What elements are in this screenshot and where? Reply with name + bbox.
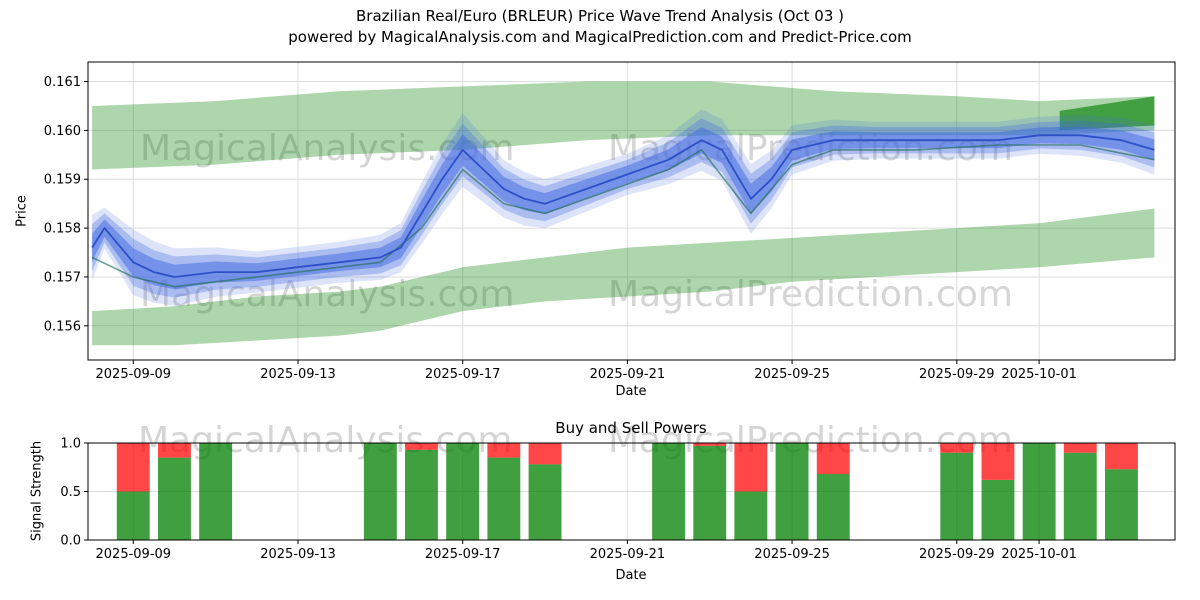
signal-axis-label: Signal Strength: [29, 440, 45, 542]
buy-power-bar: [981, 479, 1015, 540]
x-tick-label: 2025-09-09: [96, 367, 172, 382]
wave-envelope-band: [92, 126, 1155, 290]
y-tick-label: 0.160: [44, 124, 81, 139]
signal-panel: 2025-09-09 2025-09-13 2025-09-17 2025-09-21…: [60, 437, 1176, 562]
date-axis-label-top: Date: [615, 384, 647, 399]
buy-power-bar: [940, 452, 974, 540]
buy-power-bar: [816, 474, 850, 540]
x-tick-label: 2025-09-13: [260, 547, 336, 562]
buy-power-bar: [652, 443, 685, 540]
buy-power-bar: [199, 443, 233, 540]
x-tick-label: 2025-09-17: [425, 547, 501, 562]
buy-power-bar: [528, 464, 562, 540]
buy-power-bar: [158, 457, 191, 540]
sell-power-bar: [116, 443, 150, 492]
buy-power-bar: [487, 457, 521, 540]
price-panel: 2025-09-09 2025-09-13 2025-09-17 2025-09-21…: [44, 61, 1176, 382]
sell-power-bar: [816, 443, 850, 474]
trend-highlight-wedge: [1059, 96, 1155, 131]
buy-power-bar: [405, 449, 438, 540]
y-tick-label: 0.161: [44, 75, 81, 90]
y-tick-label: 0.0: [60, 534, 81, 549]
x-tick-label: 2025-10-01: [1001, 547, 1077, 562]
x-tick-label: 2025-09-13: [260, 367, 336, 382]
secondary-trend-line: [91, 144, 1155, 288]
date-axis-label-bottom: Date: [615, 568, 647, 583]
x-tick-label: 2025-09-21: [590, 547, 666, 562]
buy-power-bar: [734, 491, 768, 540]
plot-border: [87, 442, 1176, 541]
y-tick-label: 1.0: [60, 437, 81, 452]
buy-power-bar: [775, 443, 809, 540]
x-tick-label: 2025-10-01: [1001, 367, 1077, 382]
sell-power-bar: [693, 443, 727, 446]
price-wave-line: [91, 134, 1155, 278]
wave-envelope-band: [92, 109, 1155, 306]
wave-envelope-band: [92, 118, 1155, 298]
sell-power-bar: [1063, 443, 1097, 453]
x-tick-label: 2025-09-17: [425, 367, 501, 382]
x-tick-label: 2025-09-25: [754, 547, 830, 562]
buy-power-bar: [446, 443, 480, 540]
buy-power-bar: [1063, 452, 1097, 540]
sell-power-bar: [405, 443, 438, 450]
y-tick-label: 0.159: [44, 173, 81, 188]
price-axis-label: Price: [14, 195, 30, 227]
x-tick-label: 2025-09-21: [590, 367, 666, 382]
x-tick-label: 2025-09-29: [919, 367, 995, 382]
buy-power-bar: [1105, 469, 1138, 540]
y-tick-label: 0.158: [44, 222, 81, 237]
y-tick-label: 0.5: [60, 485, 81, 500]
plot-border: [87, 61, 1176, 361]
sell-power-bar: [940, 443, 974, 453]
x-tick-label: 2025-09-25: [754, 367, 830, 382]
trend-channel-band: [92, 81, 1155, 170]
signal-panel-title: Buy and Sell Powers: [555, 419, 707, 437]
sell-power-bar: [487, 443, 521, 458]
trend-channel-band: [92, 208, 1155, 346]
x-tick-label: 2025-09-09: [96, 547, 172, 562]
y-tick-label: 0.157: [44, 270, 81, 285]
watermark-prediction: MagicalPrediction.com: [608, 274, 1013, 315]
sell-power-bar: [158, 443, 191, 458]
chart-title-line1: Brazilian Real/Euro (BRLEUR) Price Wave …: [355, 7, 845, 25]
y-tick-label: 0.156: [44, 319, 81, 334]
buy-power-bar: [1022, 443, 1056, 540]
sell-power-bar: [981, 443, 1015, 480]
chart-title-line2: powered by MagicalAnalysis.com and Magic…: [288, 28, 912, 46]
buy-power-bar: [363, 443, 397, 540]
sell-power-bar: [734, 443, 768, 492]
x-tick-label: 2025-09-29: [919, 547, 995, 562]
sell-power-bar: [528, 443, 562, 465]
buy-power-bar: [693, 445, 727, 540]
buy-power-bar: [116, 491, 150, 540]
sell-power-bar: [1105, 443, 1138, 470]
